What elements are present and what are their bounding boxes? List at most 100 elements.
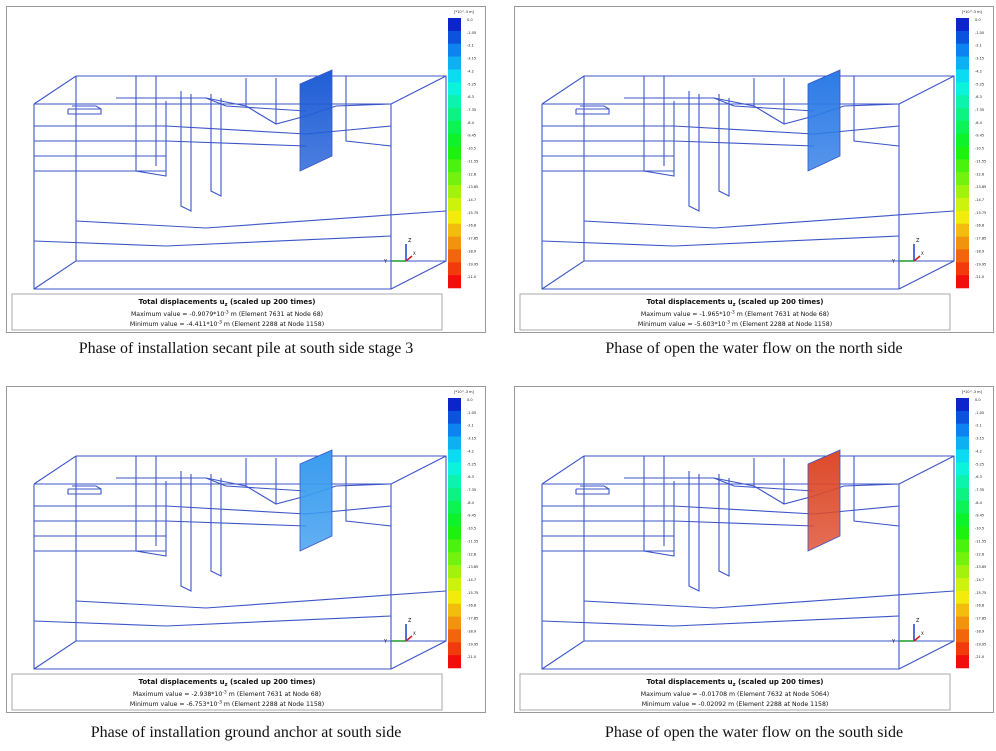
axis-label: X: [921, 631, 924, 636]
colorbar-cell: [956, 475, 969, 489]
colorbar-label: -11.55: [975, 159, 986, 163]
wireframe: [853, 456, 900, 527]
colorbar-cell: [956, 629, 969, 643]
text-part: Maximum value = -1.965*10: [641, 311, 730, 318]
colorbar-cell: [448, 590, 461, 605]
plot-screenshot: Z Y X [*10^-3 m] 0.0 -1.05 -2.1 -3.15 -4.2 -5.25 -…: [6, 386, 486, 713]
axis-label: Y: [891, 639, 896, 645]
superscript: -3: [224, 310, 229, 316]
superscript: -3: [725, 320, 730, 326]
colorbar-cell: [448, 513, 461, 527]
colorbar-cell: [956, 449, 969, 463]
colorbar-label: -8.4: [467, 501, 475, 505]
wireframe: [180, 471, 192, 592]
colorbar-label: -14.7: [975, 198, 984, 202]
axis-label: Y: [383, 259, 388, 265]
secant-pile: [807, 449, 841, 552]
info-box: [519, 673, 951, 711]
colorbar-label: -1.05: [975, 411, 984, 415]
colorbar-cell: [956, 82, 969, 96]
wireframe: [180, 91, 192, 212]
colorbar-cell: [448, 436, 461, 450]
max-value: Maximum value = -0.9079*10-3 m (Element …: [131, 310, 323, 319]
colorbar-label: -13.65: [975, 565, 986, 569]
info-box: [11, 293, 443, 331]
colorbar-unit: [*10^-3 m]: [454, 10, 475, 14]
text-part: Total displacements u: [139, 678, 225, 686]
wireframe: [67, 488, 102, 495]
colorbar-cell: [956, 69, 969, 83]
wireframe: [580, 485, 610, 490]
colorbar-cell: [956, 120, 969, 135]
colorbar-cell: [956, 500, 969, 515]
panel: Z Y X [*10^-3 m] 0.0 -1.05 -2.1 -3.15 -4.2 -5.25 -…: [514, 6, 994, 333]
colorbar-label: -12.6: [467, 552, 476, 556]
colorbar-label: -3.15: [467, 437, 476, 441]
text-part: m (Element 7631 at Node 68): [229, 311, 323, 318]
colorbar-cell: [448, 185, 461, 199]
min-value: Minimum value = -0.02092 m (Element 2288…: [642, 701, 829, 708]
colorbar-cell: [956, 172, 969, 186]
colorbar-label: 0.0: [975, 398, 981, 402]
colorbar-label: -17.85: [975, 617, 986, 621]
colorbar-label: -10.5: [975, 147, 984, 151]
subscript: z: [733, 302, 736, 308]
colorbar-cell: [448, 262, 461, 276]
text-part: Maximum value = -2.938*10: [133, 691, 222, 698]
min-value: Minimum value = -4.411*10-3 m (Element 2…: [130, 320, 324, 329]
colorbar-label: -4.2: [975, 449, 982, 453]
frame: [514, 386, 994, 713]
min-value: Minimum value = -5.603*10-3 m (Element 2…: [638, 320, 832, 329]
colorbar-label: -21.0: [975, 655, 984, 659]
colorbar-label: -16.8: [467, 604, 476, 608]
axis-label: Z: [916, 618, 920, 624]
colorbar-unit: [*10^-3 m]: [962, 390, 983, 394]
colorbar-cell: [956, 398, 969, 412]
colorbar-cell: [956, 655, 969, 669]
colorbar-cell: [448, 146, 461, 160]
wireframe: [898, 455, 955, 485]
colorbar-cell: [956, 18, 969, 32]
superscript: -3: [217, 700, 222, 706]
colorbar-cell: [448, 18, 461, 32]
colorbar-unit: [*10^-3 m]: [454, 390, 475, 394]
colorbar-cell: [956, 423, 969, 437]
colorbar-cell: [448, 475, 461, 489]
colorbar-cell: [956, 133, 969, 147]
colorbar-cell: [448, 500, 461, 515]
plot-screenshot: Z Y X [*10^-3 m] 0.0 -1.05 -2.1 -3.15 -4.2 -5.25 -…: [514, 6, 994, 333]
colorbar-cell: [448, 82, 461, 96]
wireframe: [688, 91, 700, 212]
colorbar-label: -18.9: [467, 249, 476, 253]
colorbar-cell: [956, 56, 969, 70]
wireframe: [541, 615, 900, 627]
caption: Phase of open the water flow on the sout…: [604, 724, 904, 741]
colorbar-cell: [956, 159, 969, 173]
colorbar-label: -6.3: [975, 475, 982, 479]
wireframe: [673, 140, 815, 147]
wireframe: [713, 477, 815, 492]
colorbar-cell: [448, 655, 461, 669]
colorbar-cell: [448, 488, 461, 502]
colorbar-label: -18.9: [975, 629, 984, 633]
colorbar-label: -19.95: [975, 262, 986, 266]
text-part: Maximum value = -0.01708 m (Element 7632…: [641, 691, 829, 698]
wireframe: [583, 590, 955, 609]
wireframe: [75, 590, 447, 609]
text-part: m (Element 2288 at Node 1158): [222, 701, 324, 708]
colorbar-cell: [448, 616, 461, 630]
wireframe: [33, 615, 392, 627]
wireframe: [72, 485, 102, 490]
colorbar-cell: [448, 578, 461, 592]
colorbar-label: -2.1: [975, 44, 982, 48]
wireframe: [580, 105, 610, 110]
max-value: Maximum value = -1.965*10-3 m (Element 7…: [641, 310, 829, 319]
colorbar-cell: [956, 210, 969, 225]
wireframe: [898, 75, 955, 105]
text-part: Total displacements u: [647, 298, 733, 306]
wireframe: [390, 75, 447, 105]
colorbar-label: -5.25: [467, 82, 476, 86]
colorbar-label: -6.3: [975, 95, 982, 99]
wireframe: [165, 520, 307, 527]
